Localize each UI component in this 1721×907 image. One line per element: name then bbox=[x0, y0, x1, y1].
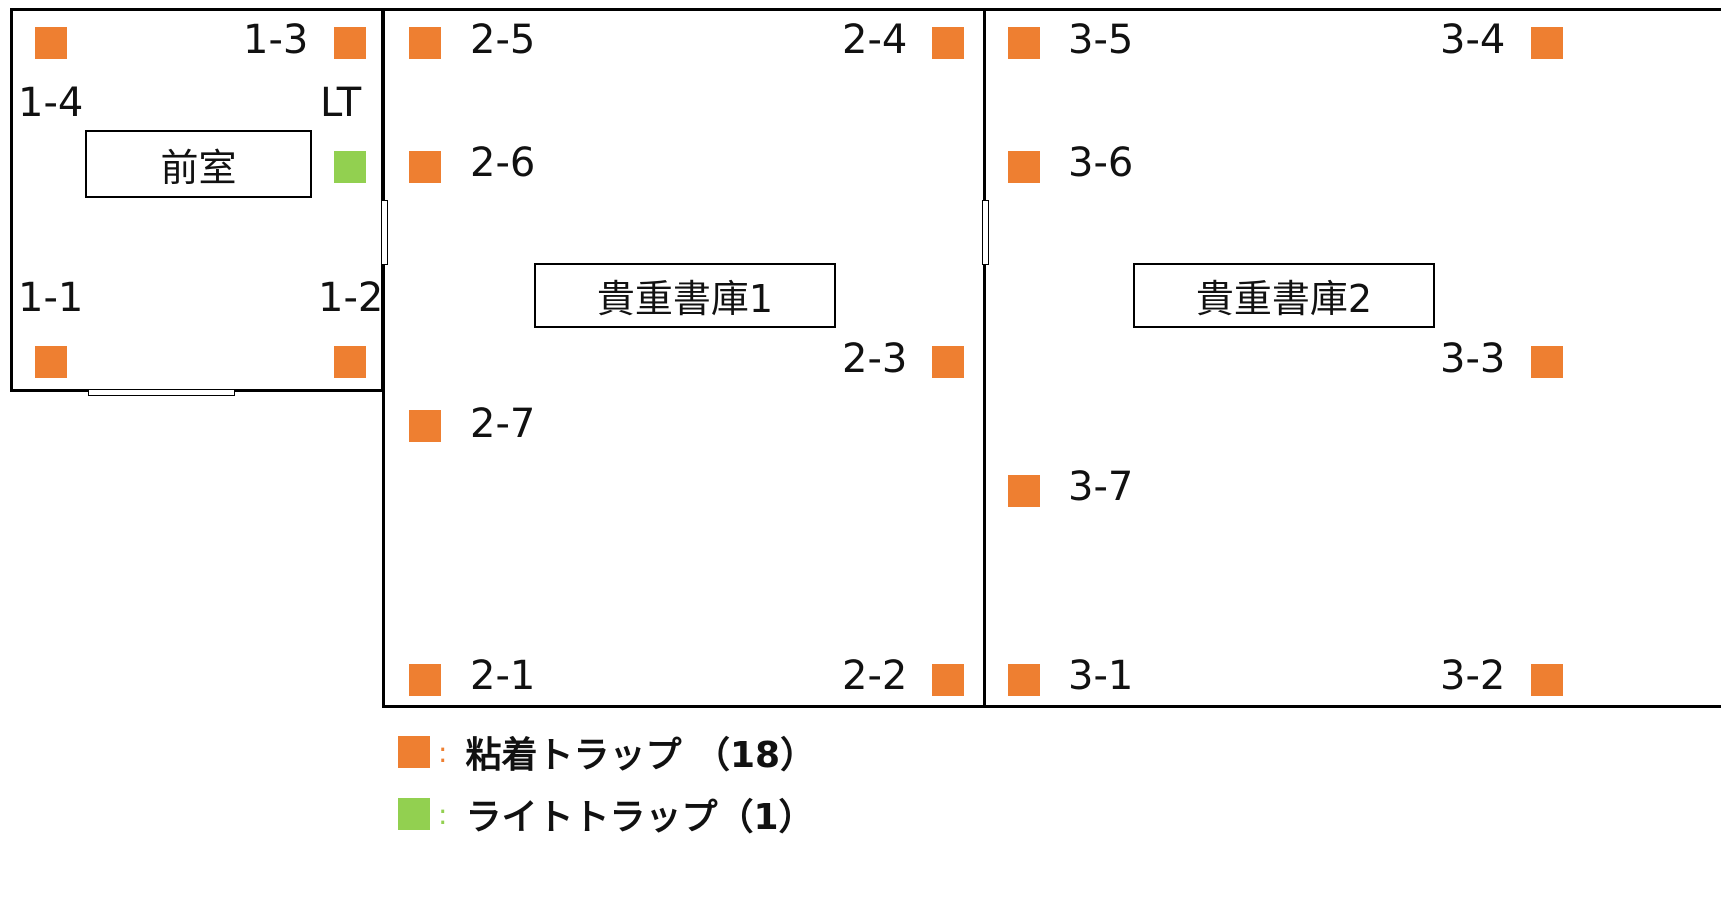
trap-label: 3-6 bbox=[1068, 140, 1134, 186]
sticky-trap-marker bbox=[409, 27, 441, 59]
vault2-label: 貴重書庫2 bbox=[1133, 263, 1435, 328]
sticky-trap-marker bbox=[932, 664, 964, 696]
vault1-label: 貴重書庫1 bbox=[534, 263, 836, 328]
legend-colon: : bbox=[438, 797, 448, 831]
trap-label: 3-7 bbox=[1068, 464, 1134, 510]
trap-label: 2-5 bbox=[470, 17, 536, 63]
trap-label: 2-2 bbox=[842, 653, 908, 699]
sticky-trap-marker bbox=[409, 410, 441, 442]
anteroom-entrance-door bbox=[88, 389, 235, 396]
sticky-trap-marker bbox=[1008, 151, 1040, 183]
sticky-trap-marker bbox=[932, 27, 964, 59]
sticky-trap-marker bbox=[35, 27, 67, 59]
sticky-trap-marker bbox=[334, 346, 366, 378]
sticky-trap-marker bbox=[1008, 27, 1040, 59]
sticky-trap-marker bbox=[334, 27, 366, 59]
light-trap-marker bbox=[334, 151, 366, 183]
anteroom bbox=[10, 8, 384, 392]
door-vault1-to-vault2 bbox=[982, 200, 989, 265]
trap-label: 2-6 bbox=[470, 140, 536, 186]
light-trap-swatch bbox=[398, 798, 430, 830]
legend-sticky-label: 粘着トラップ （18） bbox=[465, 735, 817, 776]
legend-sticky-trap: : 粘着トラップ （18） bbox=[398, 726, 816, 778]
trap-label: 2-7 bbox=[470, 401, 536, 447]
sticky-trap-marker bbox=[1008, 664, 1040, 696]
sticky-trap-marker bbox=[1008, 475, 1040, 507]
trap-label: 2-3 bbox=[842, 336, 908, 382]
door-anteroom-to-vault1 bbox=[381, 200, 388, 265]
sticky-trap-swatch bbox=[398, 736, 430, 768]
trap-label: 1-4 bbox=[18, 80, 84, 126]
vault-2 bbox=[983, 8, 1721, 708]
trap-label: 2-1 bbox=[470, 653, 536, 699]
legend-light-label: ライトトラップ（1） bbox=[465, 797, 815, 838]
light-trap-label: LT bbox=[320, 80, 362, 126]
legend-light-trap: : ライトトラップ（1） bbox=[398, 788, 815, 840]
trap-label: 1-2 bbox=[318, 275, 384, 321]
trap-label: 1-1 bbox=[18, 275, 84, 321]
sticky-trap-marker bbox=[35, 346, 67, 378]
trap-label: 3-3 bbox=[1440, 336, 1506, 382]
sticky-trap-marker bbox=[1531, 27, 1563, 59]
sticky-trap-marker bbox=[409, 151, 441, 183]
trap-label: 3-4 bbox=[1440, 17, 1506, 63]
trap-label: 3-2 bbox=[1440, 653, 1506, 699]
legend-colon: : bbox=[438, 735, 448, 769]
sticky-trap-marker bbox=[932, 346, 964, 378]
trap-label: 2-4 bbox=[842, 17, 908, 63]
trap-label: 3-5 bbox=[1068, 17, 1134, 63]
trap-label: 3-1 bbox=[1068, 653, 1134, 699]
sticky-trap-marker bbox=[409, 664, 441, 696]
sticky-trap-marker bbox=[1531, 664, 1563, 696]
trap-label: 1-3 bbox=[243, 17, 309, 63]
sticky-trap-marker bbox=[1531, 346, 1563, 378]
anteroom-label: 前室 bbox=[85, 130, 312, 198]
